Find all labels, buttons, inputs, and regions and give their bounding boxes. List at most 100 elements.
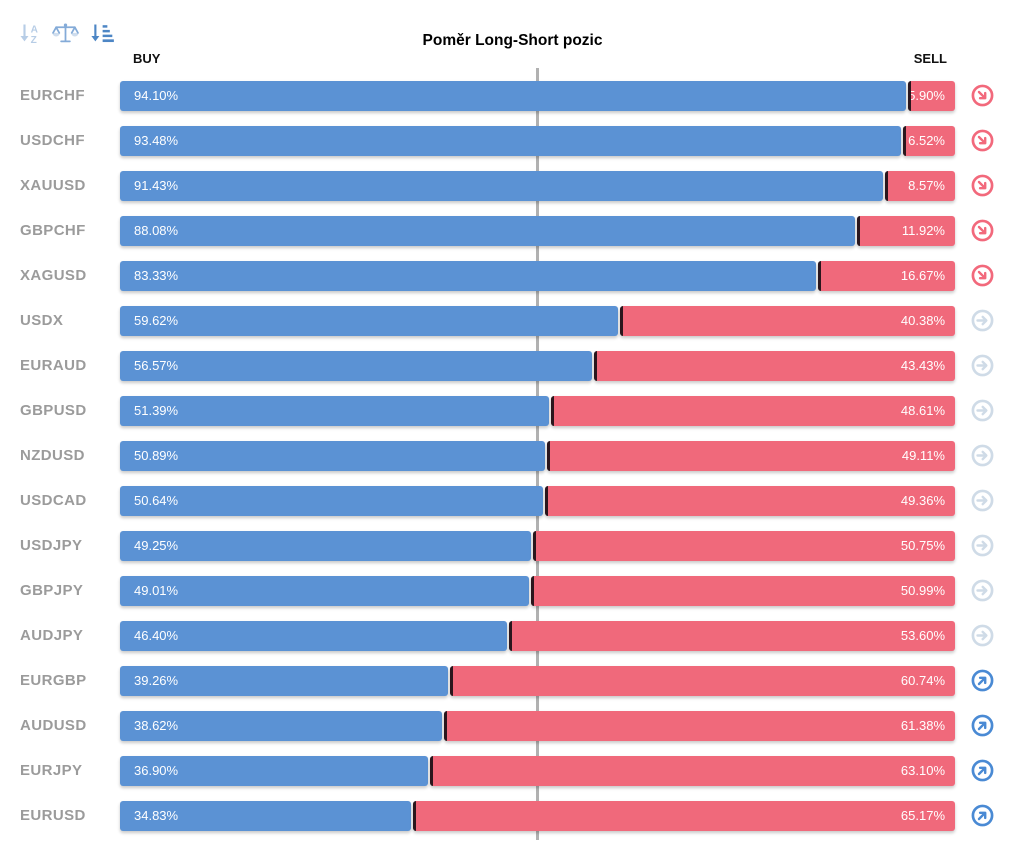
chart-row: XAGUSD 83.33% 16.67% xyxy=(0,253,1025,298)
sell-bar-segment: 61.38% xyxy=(444,710,955,741)
signal-neutral-icon[interactable] xyxy=(971,354,994,377)
long-short-bar: 49.25% 50.75% xyxy=(120,530,955,561)
sell-bar-segment: 6.52% xyxy=(902,125,955,156)
sort-amount-icon[interactable] xyxy=(88,20,115,47)
chart-row: GBPCHF 88.08% 11.92% xyxy=(0,208,1025,253)
signal-neutral-icon[interactable] xyxy=(971,444,994,467)
buy-bar-segment: 36.90% xyxy=(120,755,429,786)
chart-row: USDX 59.62% 40.38% xyxy=(0,298,1025,343)
pair-label: EURCHF xyxy=(20,87,85,104)
sell-column-header: SELL xyxy=(913,51,947,66)
long-short-bar: 94.10% 5.90% xyxy=(120,80,955,111)
sell-percent-label: 65.17% xyxy=(900,808,945,823)
signal-down-icon[interactable] xyxy=(971,84,994,107)
sell-bar-segment: 50.75% xyxy=(533,530,955,561)
signal-neutral-icon[interactable] xyxy=(971,309,994,332)
buy-bar-segment: 93.48% xyxy=(120,125,901,156)
sell-bar-segment: 16.67% xyxy=(817,260,955,291)
buy-bar-segment: 49.01% xyxy=(120,575,530,606)
long-short-bar: 93.48% 6.52% xyxy=(120,125,955,156)
buy-percent-label: 50.64% xyxy=(134,493,179,508)
buy-bar-segment: 49.25% xyxy=(120,530,532,561)
pair-label: AUDJPY xyxy=(20,627,84,644)
chart-row: AUDJPY 46.40% 53.60% xyxy=(0,613,1025,658)
sell-percent-label: 53.60% xyxy=(900,628,945,643)
signal-up-icon[interactable] xyxy=(971,759,994,782)
chart-row: EURGBP 39.26% 60.74% xyxy=(0,658,1025,703)
sell-bar-segment: 11.92% xyxy=(857,215,955,246)
buy-percent-label: 46.40% xyxy=(134,628,179,643)
signal-down-icon[interactable] xyxy=(971,174,994,197)
buy-bar-segment: 91.43% xyxy=(120,170,884,201)
buy-bar-segment: 83.33% xyxy=(120,260,816,291)
sell-percent-label: 50.99% xyxy=(900,583,945,598)
buy-percent-label: 59.62% xyxy=(134,313,179,328)
buy-bar-segment: 56.57% xyxy=(120,350,593,381)
long-short-bar: 50.89% 49.11% xyxy=(120,440,955,471)
buy-bar-segment: 94.10% xyxy=(120,80,906,111)
long-short-bar: 83.33% 16.67% xyxy=(120,260,955,291)
sell-percent-label: 49.11% xyxy=(901,448,945,463)
buy-column-header: BUY xyxy=(133,51,161,66)
long-short-bar: 36.90% 63.10% xyxy=(120,755,955,786)
sell-bar-segment: 5.90% xyxy=(907,80,955,111)
buy-bar-segment: 34.83% xyxy=(120,800,411,831)
pair-label: XAGUSD xyxy=(20,267,87,284)
page-title: Poměr Long-Short pozic xyxy=(422,32,603,49)
sell-percent-label: 50.75% xyxy=(900,538,945,553)
buy-percent-label: 83.33% xyxy=(134,268,179,283)
long-short-bar: 50.64% 49.36% xyxy=(120,485,955,516)
chart-row: USDCAD 50.64% 49.36% xyxy=(0,478,1025,523)
signal-up-icon[interactable] xyxy=(971,714,994,737)
pair-label: EURUSD xyxy=(20,807,86,824)
toolbar: A Z xyxy=(16,20,115,47)
buy-percent-label: 51.39% xyxy=(134,403,179,418)
buy-bar-segment: 50.89% xyxy=(120,440,545,471)
signal-neutral-icon[interactable] xyxy=(971,624,994,647)
pair-label: XAUUSD xyxy=(20,177,86,194)
buy-percent-label: 36.90% xyxy=(134,763,179,778)
pair-label: USDCAD xyxy=(20,492,87,509)
balance-scale-icon[interactable] xyxy=(52,20,79,47)
long-short-bar: 51.39% 48.61% xyxy=(120,395,955,426)
signal-neutral-icon[interactable] xyxy=(971,534,994,557)
pair-label: EURGBP xyxy=(20,672,87,689)
sell-bar-segment: 60.74% xyxy=(449,665,955,696)
sort-alpha-icon[interactable]: A Z xyxy=(16,20,43,47)
sell-bar-segment: 50.99% xyxy=(531,575,955,606)
sell-bar-segment: 49.36% xyxy=(544,485,955,516)
svg-text:A: A xyxy=(31,24,39,35)
sell-percent-label: 6.52% xyxy=(908,133,945,148)
pair-label: EURJPY xyxy=(20,762,83,779)
long-short-bar: 56.57% 43.43% xyxy=(120,350,955,381)
chart-rows: EURCHF 94.10% 5.90% USDCHF 93.48% 6.52% XAUU… xyxy=(0,73,1025,838)
sell-percent-label: 48.61% xyxy=(900,403,945,418)
signal-down-icon[interactable] xyxy=(971,219,994,242)
signal-up-icon[interactable] xyxy=(971,669,994,692)
chart-row: XAUUSD 91.43% 8.57% xyxy=(0,163,1025,208)
sell-percent-label: 5.90% xyxy=(908,88,945,103)
signal-neutral-icon[interactable] xyxy=(971,489,994,512)
signal-up-icon[interactable] xyxy=(971,804,994,827)
long-short-bar: 34.83% 65.17% xyxy=(120,800,955,831)
sell-percent-label: 63.10% xyxy=(900,763,945,778)
long-short-bar: 39.26% 60.74% xyxy=(120,665,955,696)
sell-percent-label: 61.38% xyxy=(900,718,945,733)
pair-label: AUDUSD xyxy=(20,717,87,734)
buy-bar-segment: 46.40% xyxy=(120,620,508,651)
buy-bar-segment: 50.64% xyxy=(120,485,543,516)
buy-percent-label: 88.08% xyxy=(134,223,179,238)
chart-row: GBPUSD 51.39% 48.61% xyxy=(0,388,1025,433)
svg-text:Z: Z xyxy=(31,35,37,46)
long-short-bar: 88.08% 11.92% xyxy=(120,215,955,246)
buy-bar-segment: 59.62% xyxy=(120,305,618,336)
signal-neutral-icon[interactable] xyxy=(971,399,994,422)
signal-down-icon[interactable] xyxy=(971,264,994,287)
chart-row: EURUSD 34.83% 65.17% xyxy=(0,793,1025,838)
sell-bar-segment: 53.60% xyxy=(509,620,955,651)
signal-down-icon[interactable] xyxy=(971,129,994,152)
chart-row: USDCHF 93.48% 6.52% xyxy=(0,118,1025,163)
buy-bar-segment: 38.62% xyxy=(120,710,443,741)
signal-neutral-icon[interactable] xyxy=(971,579,994,602)
